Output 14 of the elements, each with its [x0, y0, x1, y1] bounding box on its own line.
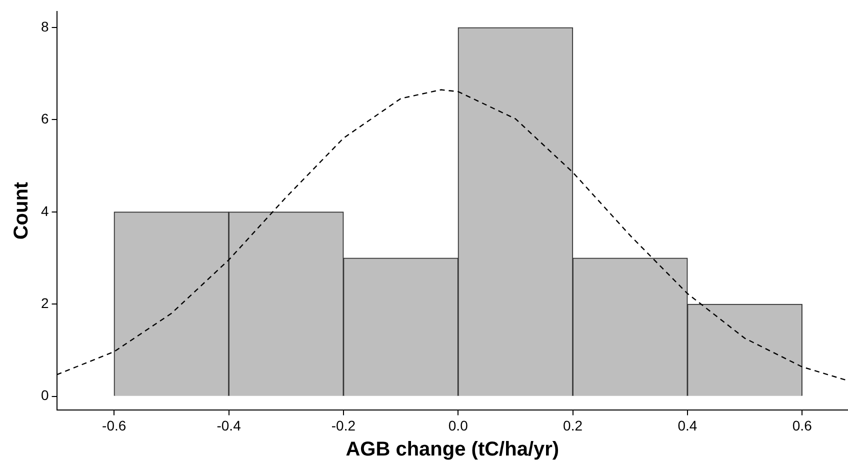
- x-tick-label: 0.0: [448, 417, 468, 434]
- x-tick-label: 0.4: [678, 417, 698, 434]
- y-tick-label: 4: [40, 202, 49, 219]
- y-tick-label: 6: [40, 110, 49, 127]
- x-tick-label: 0.6: [792, 417, 812, 434]
- y-axis-title: Count: [10, 182, 33, 240]
- x-tick-label: -0.6: [102, 417, 126, 434]
- x-axis-title: AGB change (tC/ha/yr): [346, 438, 560, 461]
- x-tick-label: 0.2: [563, 417, 583, 434]
- y-tick-label: 0: [40, 387, 49, 404]
- y-tick-label: 2: [40, 295, 49, 312]
- y-tick-label: 8: [40, 18, 49, 34]
- x-tick-label: -0.2: [331, 417, 356, 434]
- x-tick-label: -0.4: [216, 417, 242, 434]
